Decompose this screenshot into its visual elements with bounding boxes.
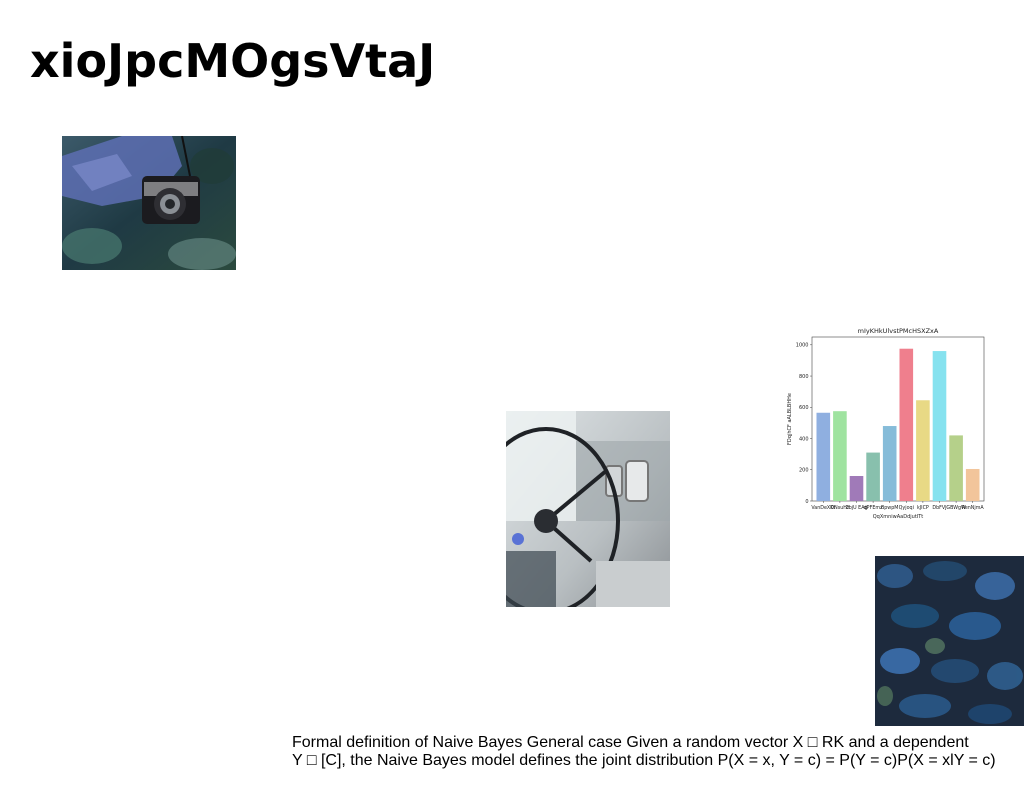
bar: [899, 348, 914, 501]
bar-chart: mIyKHkUlvstPMcHSXZxA 0 200 400 600 800 1000 FDq…: [784, 324, 990, 522]
y-tick-label: 400: [799, 436, 809, 442]
x-tick-label: GBWgW: [946, 505, 966, 511]
bar: [849, 476, 864, 501]
x-axis-label: QqXmniwAaDdjutITt: [873, 514, 924, 520]
bar-chart-canvas: mIyKHkUlvstPMcHSXZxA 0 200 400 600 800 1000 FDq…: [787, 327, 985, 520]
caption-line-1: Formal definition of Naive Bayes General…: [292, 734, 969, 751]
y-tick-label: 0: [805, 499, 808, 505]
bar: [916, 400, 930, 501]
y-axis-label: FDqjhCF aALBLBHHe: [787, 393, 793, 445]
bar: [949, 435, 963, 501]
x-tick-label: kJICP: [917, 505, 929, 511]
bar: [816, 412, 831, 501]
y-tick-label: 200: [799, 468, 809, 474]
x-tick-label: RenNjmA: [962, 505, 985, 511]
chart-title: mIyKHkUlvstPMcHSXZxA: [858, 327, 939, 335]
bar: [833, 411, 847, 501]
y-tick-label: 600: [799, 405, 809, 411]
camera-photo: [62, 136, 236, 270]
x-tick-label: ZbjU EAg: [845, 505, 867, 511]
slide-title: xioJpcMOgsVtaJ: [30, 34, 436, 88]
bar: [932, 351, 947, 501]
x-tick-label: DbFVJ: [932, 505, 946, 511]
y-tick-label: 1000: [796, 343, 809, 349]
bar: [965, 468, 980, 501]
bar: [882, 426, 897, 501]
y-tick-label: 800: [799, 374, 809, 380]
bar: [866, 452, 880, 501]
chart-plot-frame: [811, 336, 985, 502]
x-tick-label: Qyjoqi: [899, 505, 914, 511]
x-tick-label: VanDeXKt: [811, 505, 835, 511]
x-tick-label: BpwpM: [881, 505, 898, 511]
caption-line-2: Y □ [C], the Naive Bayes model defines t…: [292, 752, 996, 769]
caption-text: Formal definition of Naive Bayes General…: [292, 734, 1012, 770]
texture-photo: [875, 556, 1024, 726]
x-tick-label: DNsuHz: [830, 505, 849, 511]
x-tick-label: dPFEmz: [864, 505, 883, 511]
steering-wheel-photo: [506, 411, 670, 607]
